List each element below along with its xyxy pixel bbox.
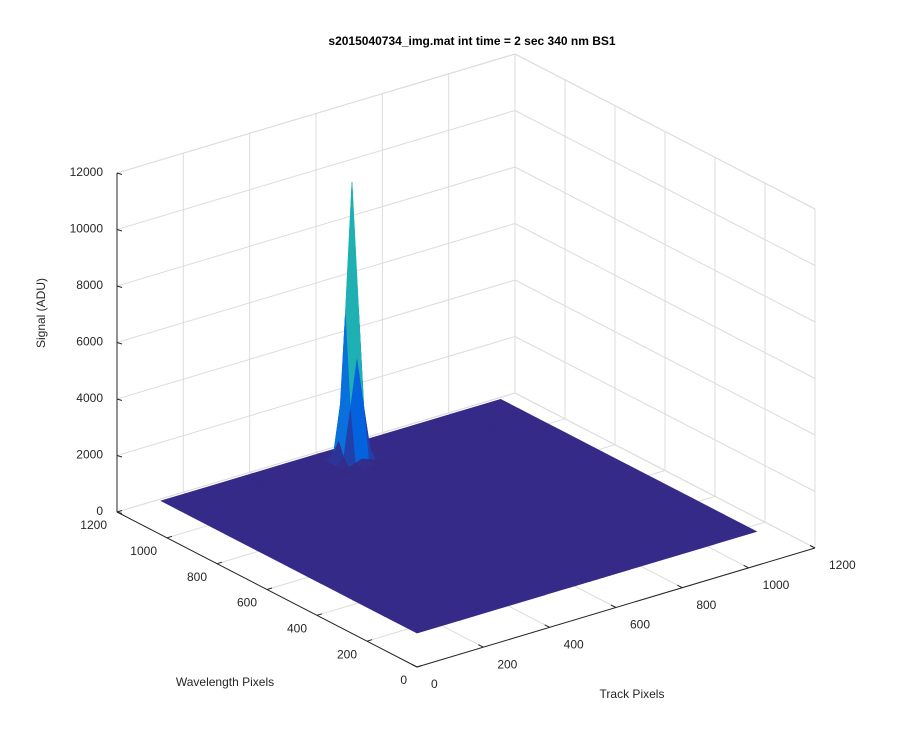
y-tick bbox=[416, 665, 423, 668]
y-tick-label: 0 bbox=[400, 673, 407, 687]
surface-patch bbox=[384, 603, 461, 634]
y-tick bbox=[166, 535, 173, 539]
x-tick bbox=[411, 664, 418, 668]
y-tick-label: 1000 bbox=[130, 544, 157, 558]
z-tick-label: 0 bbox=[96, 504, 103, 518]
y-tick-label: 400 bbox=[287, 622, 307, 636]
x-tick bbox=[809, 545, 816, 549]
z-tick-label: 6000 bbox=[76, 335, 103, 349]
x-tick bbox=[743, 564, 749, 569]
x-tick-label: 1000 bbox=[763, 578, 790, 592]
y-grid-line bbox=[116, 392, 516, 513]
y-tick bbox=[316, 613, 323, 616]
z-tick-label: 4000 bbox=[76, 391, 103, 405]
z-tick-label: 2000 bbox=[76, 448, 103, 462]
z-tick bbox=[116, 229, 123, 232]
y-tick-label: 200 bbox=[337, 647, 357, 661]
chart-title: s2015040734_img.mat int time = 2 sec 340… bbox=[328, 34, 615, 48]
z-tick bbox=[116, 172, 123, 175]
y-tick-label: 600 bbox=[237, 596, 257, 610]
y-tick bbox=[266, 587, 273, 590]
x-tick-label: 400 bbox=[564, 638, 584, 652]
axes: 0200040006000800010000120000200400600800… bbox=[70, 165, 856, 691]
y-tick bbox=[116, 510, 123, 513]
z-tick-label: 8000 bbox=[76, 278, 103, 292]
box-edge bbox=[116, 53, 516, 174]
x-tick-label: 200 bbox=[497, 657, 517, 671]
z-tick bbox=[116, 342, 123, 345]
z-axis-label: Signal (ADU) bbox=[34, 278, 48, 348]
x-tick-label: 600 bbox=[630, 618, 650, 632]
y-axis-label: Wavelength Pixels bbox=[176, 675, 274, 689]
x-tick bbox=[478, 644, 484, 648]
surface bbox=[160, 181, 758, 634]
x-tick-label: 800 bbox=[696, 598, 716, 612]
x-tick-label: 0 bbox=[431, 677, 438, 691]
y-tick bbox=[216, 561, 223, 565]
x-axis-label: Track Pixels bbox=[600, 687, 665, 701]
y-tick-label: 1200 bbox=[80, 518, 107, 532]
z-tick bbox=[116, 285, 123, 288]
y-tick bbox=[366, 639, 373, 642]
z-tick bbox=[116, 455, 123, 458]
z-tick-label: 12000 bbox=[70, 165, 104, 179]
x-tick bbox=[610, 604, 617, 608]
x-tick bbox=[544, 624, 550, 628]
z-tick bbox=[116, 398, 123, 401]
box-edge bbox=[514, 53, 816, 210]
z-tick-label: 10000 bbox=[70, 222, 104, 236]
y-tick-label: 800 bbox=[187, 570, 207, 584]
x-tick bbox=[677, 584, 683, 589]
x-tick-label: 1200 bbox=[829, 558, 856, 572]
